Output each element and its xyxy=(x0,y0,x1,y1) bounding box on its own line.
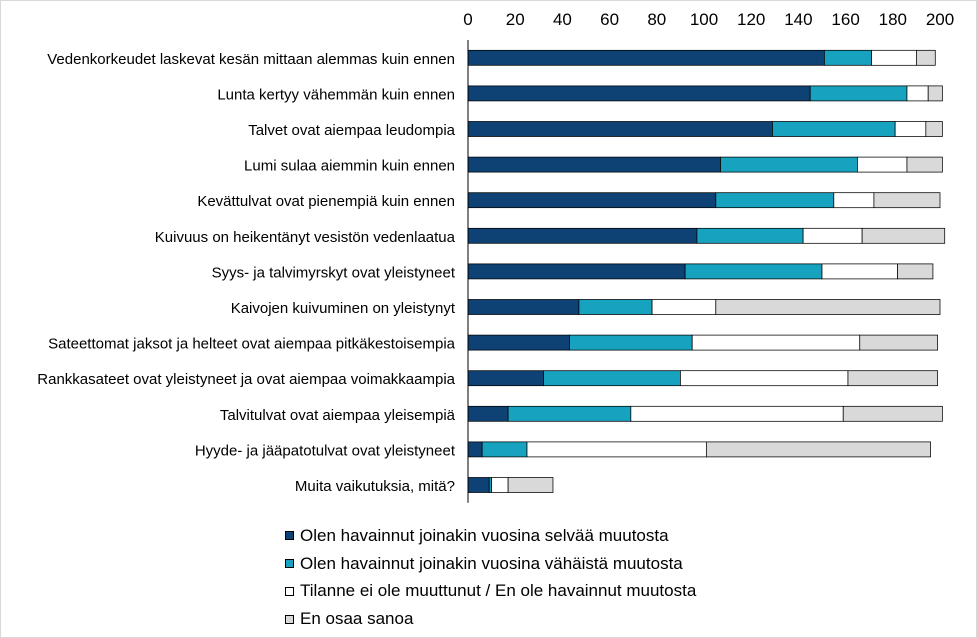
category-label: Muita vaikutuksia, mitä? xyxy=(295,478,455,495)
bar-segment xyxy=(467,121,773,137)
bar-segment xyxy=(696,227,804,244)
bar-segment xyxy=(481,441,528,458)
bar-segment xyxy=(821,263,898,280)
bar-segment xyxy=(871,49,917,66)
x-tick-label: 120 xyxy=(737,10,765,29)
bar-segment xyxy=(833,192,875,209)
legend-item: Olen havainnut joinakin vuosina selvää m… xyxy=(285,522,696,550)
category-label: Hyyde- ja jääpatotulvat ovat yleistyneet xyxy=(195,442,456,459)
bar-segment xyxy=(715,299,941,315)
category-label: Rankkasateet ovat yleistyneet ja ovat ai… xyxy=(37,371,455,388)
legend: Olen havainnut joinakin vuosina selvää m… xyxy=(285,522,696,633)
bar-segment xyxy=(569,334,693,351)
bar-segment xyxy=(467,156,721,173)
bar-segment xyxy=(507,405,632,422)
legend-item: En osaa sanoa xyxy=(285,605,696,633)
bar-segment xyxy=(861,227,946,244)
legend-label: En osaa sanoa xyxy=(300,609,414,629)
category-label: Talvitulvat ovat aiempaa yleisempiä xyxy=(220,407,456,424)
x-tick-label: 0 xyxy=(463,10,472,29)
category-label: Kaivojen kuivuminen on yleistynyt xyxy=(231,300,456,317)
category-label: Kuivuus on heikentänyt vesistön vedenlaa… xyxy=(155,229,456,246)
bar-segment xyxy=(467,334,570,351)
bar-segment xyxy=(526,441,707,458)
category-label: Syys- ja talvimyrskyt ovat yleistyneet xyxy=(212,264,456,281)
bar-segment xyxy=(543,370,681,387)
bar-segment xyxy=(467,263,686,280)
bar-segment xyxy=(857,156,908,173)
bar-segment xyxy=(802,227,863,244)
legend-swatch xyxy=(285,586,294,596)
legend-swatch xyxy=(285,559,294,569)
bar-segment xyxy=(894,121,927,137)
bar-segment xyxy=(847,370,939,387)
x-tick-label: 180 xyxy=(879,10,907,29)
bar-segment xyxy=(467,49,825,66)
legend-swatch xyxy=(285,614,294,624)
bar-segment xyxy=(578,299,653,315)
legend-item: Olen havainnut joinakin vuosina vähäistä… xyxy=(285,550,696,578)
x-tick-label: 200 xyxy=(926,10,954,29)
bar-segment xyxy=(680,370,849,387)
category-label: Sateettomat jaksot ja helteet ovat aiemp… xyxy=(48,336,456,353)
bar-segment xyxy=(467,441,483,458)
legend-label: Tilanne ei ole muuttunut / En ole havain… xyxy=(300,581,697,601)
bar-segment xyxy=(705,441,931,458)
legend-label: Olen havainnut joinakin vuosina selvää m… xyxy=(300,525,669,545)
bar-segment xyxy=(927,85,943,102)
bar-segment xyxy=(809,85,908,102)
category-label: Talvet ovat aiempaa leudompia xyxy=(248,122,455,139)
bar-segment xyxy=(691,334,861,351)
bar-segment xyxy=(491,477,509,493)
category-label: Vedenkorkeudet laskevat kesän mittaan al… xyxy=(47,51,455,68)
bar-segment xyxy=(684,263,823,280)
bar-segment xyxy=(630,405,844,422)
bar-segment xyxy=(772,121,896,137)
category-label: Kevättulvat ovat pienempiä kuin ennen xyxy=(197,193,455,210)
x-tick-label: 100 xyxy=(690,10,718,29)
bar-segment xyxy=(467,370,544,387)
bar-segment xyxy=(897,263,934,280)
x-tick-label: 140 xyxy=(784,10,812,29)
bar-segment xyxy=(823,49,872,66)
category-label: Lunta kertyy vähemmän kuin ennen xyxy=(217,86,455,103)
legend-item: Tilanne ei ole muuttunut / En ole havain… xyxy=(285,578,696,606)
x-tick-label: 60 xyxy=(600,10,619,29)
legend-swatch xyxy=(285,531,294,541)
bar-segment xyxy=(467,85,811,102)
bar-segment xyxy=(873,192,941,209)
bar-segment xyxy=(906,156,943,173)
bar-segment xyxy=(467,477,490,493)
bars xyxy=(467,49,946,493)
bar-segment xyxy=(842,405,943,422)
bar-segment xyxy=(507,477,554,493)
x-tick-label: 160 xyxy=(831,10,859,29)
x-tick-label: 20 xyxy=(506,10,525,29)
bar-segment xyxy=(906,85,929,102)
x-axis-ticks: 0 20 40 60 80 100 120 140 160 180 200 xyxy=(463,10,954,29)
category-label: Lumi sulaa aiemmin kuin ennen xyxy=(244,158,455,175)
bar-segment xyxy=(467,299,580,315)
category-labels: Vedenkorkeudet laskevat kesän mittaan al… xyxy=(37,51,456,495)
bar-segment xyxy=(467,405,509,422)
bar-segment xyxy=(467,227,698,244)
bar-segment xyxy=(715,192,835,209)
bar-segment xyxy=(651,299,717,315)
x-tick-label: 80 xyxy=(647,10,666,29)
bar-segment xyxy=(925,121,943,137)
bar-segment xyxy=(859,334,939,351)
x-tick-label: 40 xyxy=(553,10,572,29)
bar-segment xyxy=(467,192,717,209)
bar-segment xyxy=(720,156,858,173)
bar-segment xyxy=(916,49,936,66)
legend-label: Olen havainnut joinakin vuosina vähäistä… xyxy=(300,553,683,573)
